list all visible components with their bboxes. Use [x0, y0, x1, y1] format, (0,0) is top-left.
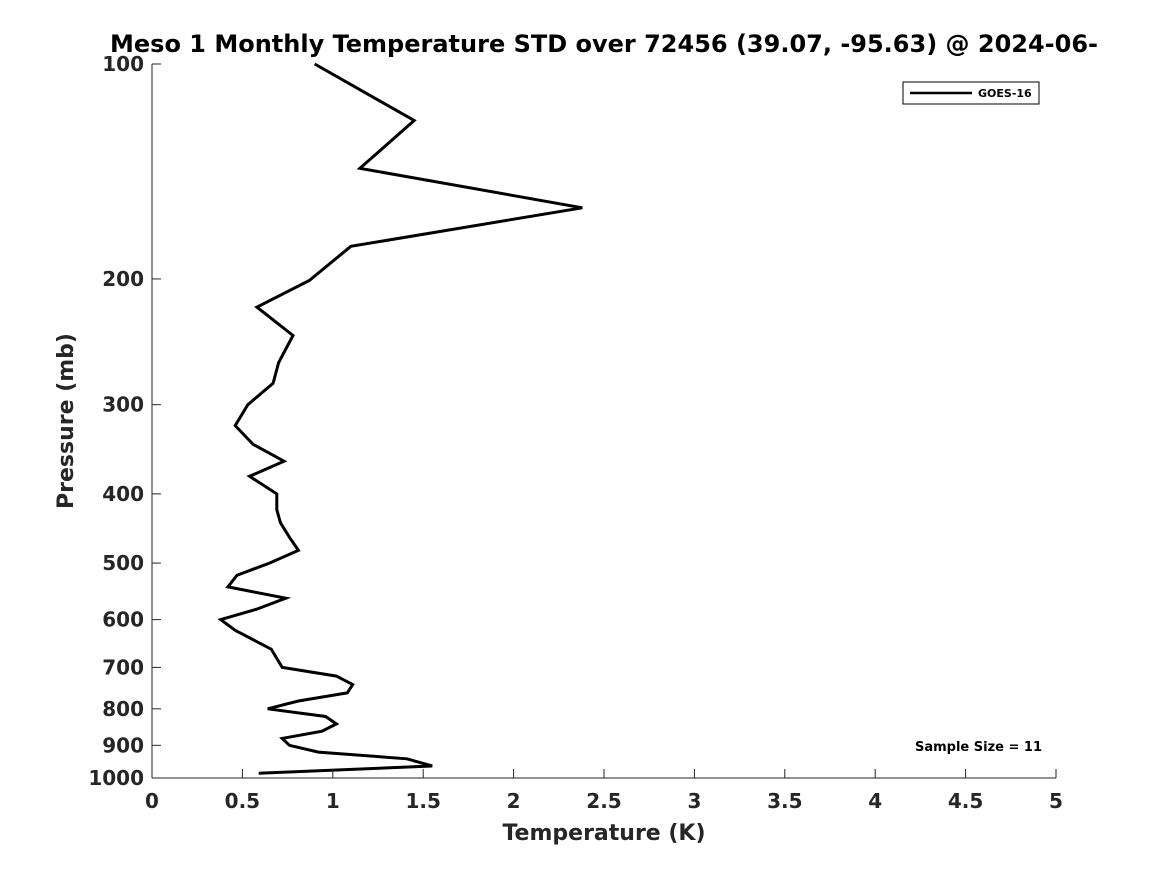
- legend: GOES-16: [902, 81, 1040, 105]
- y-tick-label: 700: [102, 655, 144, 679]
- y-tick-label: 100: [102, 52, 144, 76]
- y-axis: 100 200 300 400 500 600 700 800 900 1000: [88, 52, 161, 790]
- x-axis-label: Temperature (K): [502, 821, 705, 846]
- y-tick-label: 400: [102, 482, 144, 506]
- y-tick-label: 800: [102, 697, 144, 721]
- sample-size-annotation: Sample Size = 11: [915, 740, 1042, 755]
- chart-title: Meso 1 Monthly Temperature STD over 7245…: [110, 30, 1098, 58]
- x-tick-label: 0.5: [225, 789, 260, 813]
- y-axis-label: Pressure (mb): [54, 333, 79, 509]
- y-tick-label: 300: [102, 393, 144, 417]
- series-line-goes-16: [217, 62, 583, 775]
- y-tick-label: 900: [102, 733, 144, 757]
- plot-area: [151, 62, 1056, 779]
- x-tick-label: 5: [1049, 789, 1063, 813]
- x-axis: 0 0.5 1 1.5 2 2.5 3 3.5 4 4.5 5: [145, 769, 1063, 813]
- legend-label-goes-16: GOES-16: [978, 87, 1032, 100]
- x-tick-label: 3.5: [767, 789, 802, 813]
- x-tick-label: 0: [145, 789, 159, 813]
- x-tick-label: 2.5: [586, 789, 621, 813]
- x-tick-label: 3: [687, 789, 701, 813]
- y-tick-label: 500: [102, 551, 144, 575]
- y-tick-label: 200: [102, 267, 144, 291]
- x-tick-label: 1.5: [405, 789, 440, 813]
- y-tick-label: 600: [102, 608, 144, 632]
- x-tick-label: 1: [326, 789, 340, 813]
- y-tick-label: 1000: [88, 766, 144, 790]
- x-tick-label: 4: [868, 789, 882, 813]
- x-tick-label: 2: [507, 789, 521, 813]
- x-tick-label: 4.5: [948, 789, 983, 813]
